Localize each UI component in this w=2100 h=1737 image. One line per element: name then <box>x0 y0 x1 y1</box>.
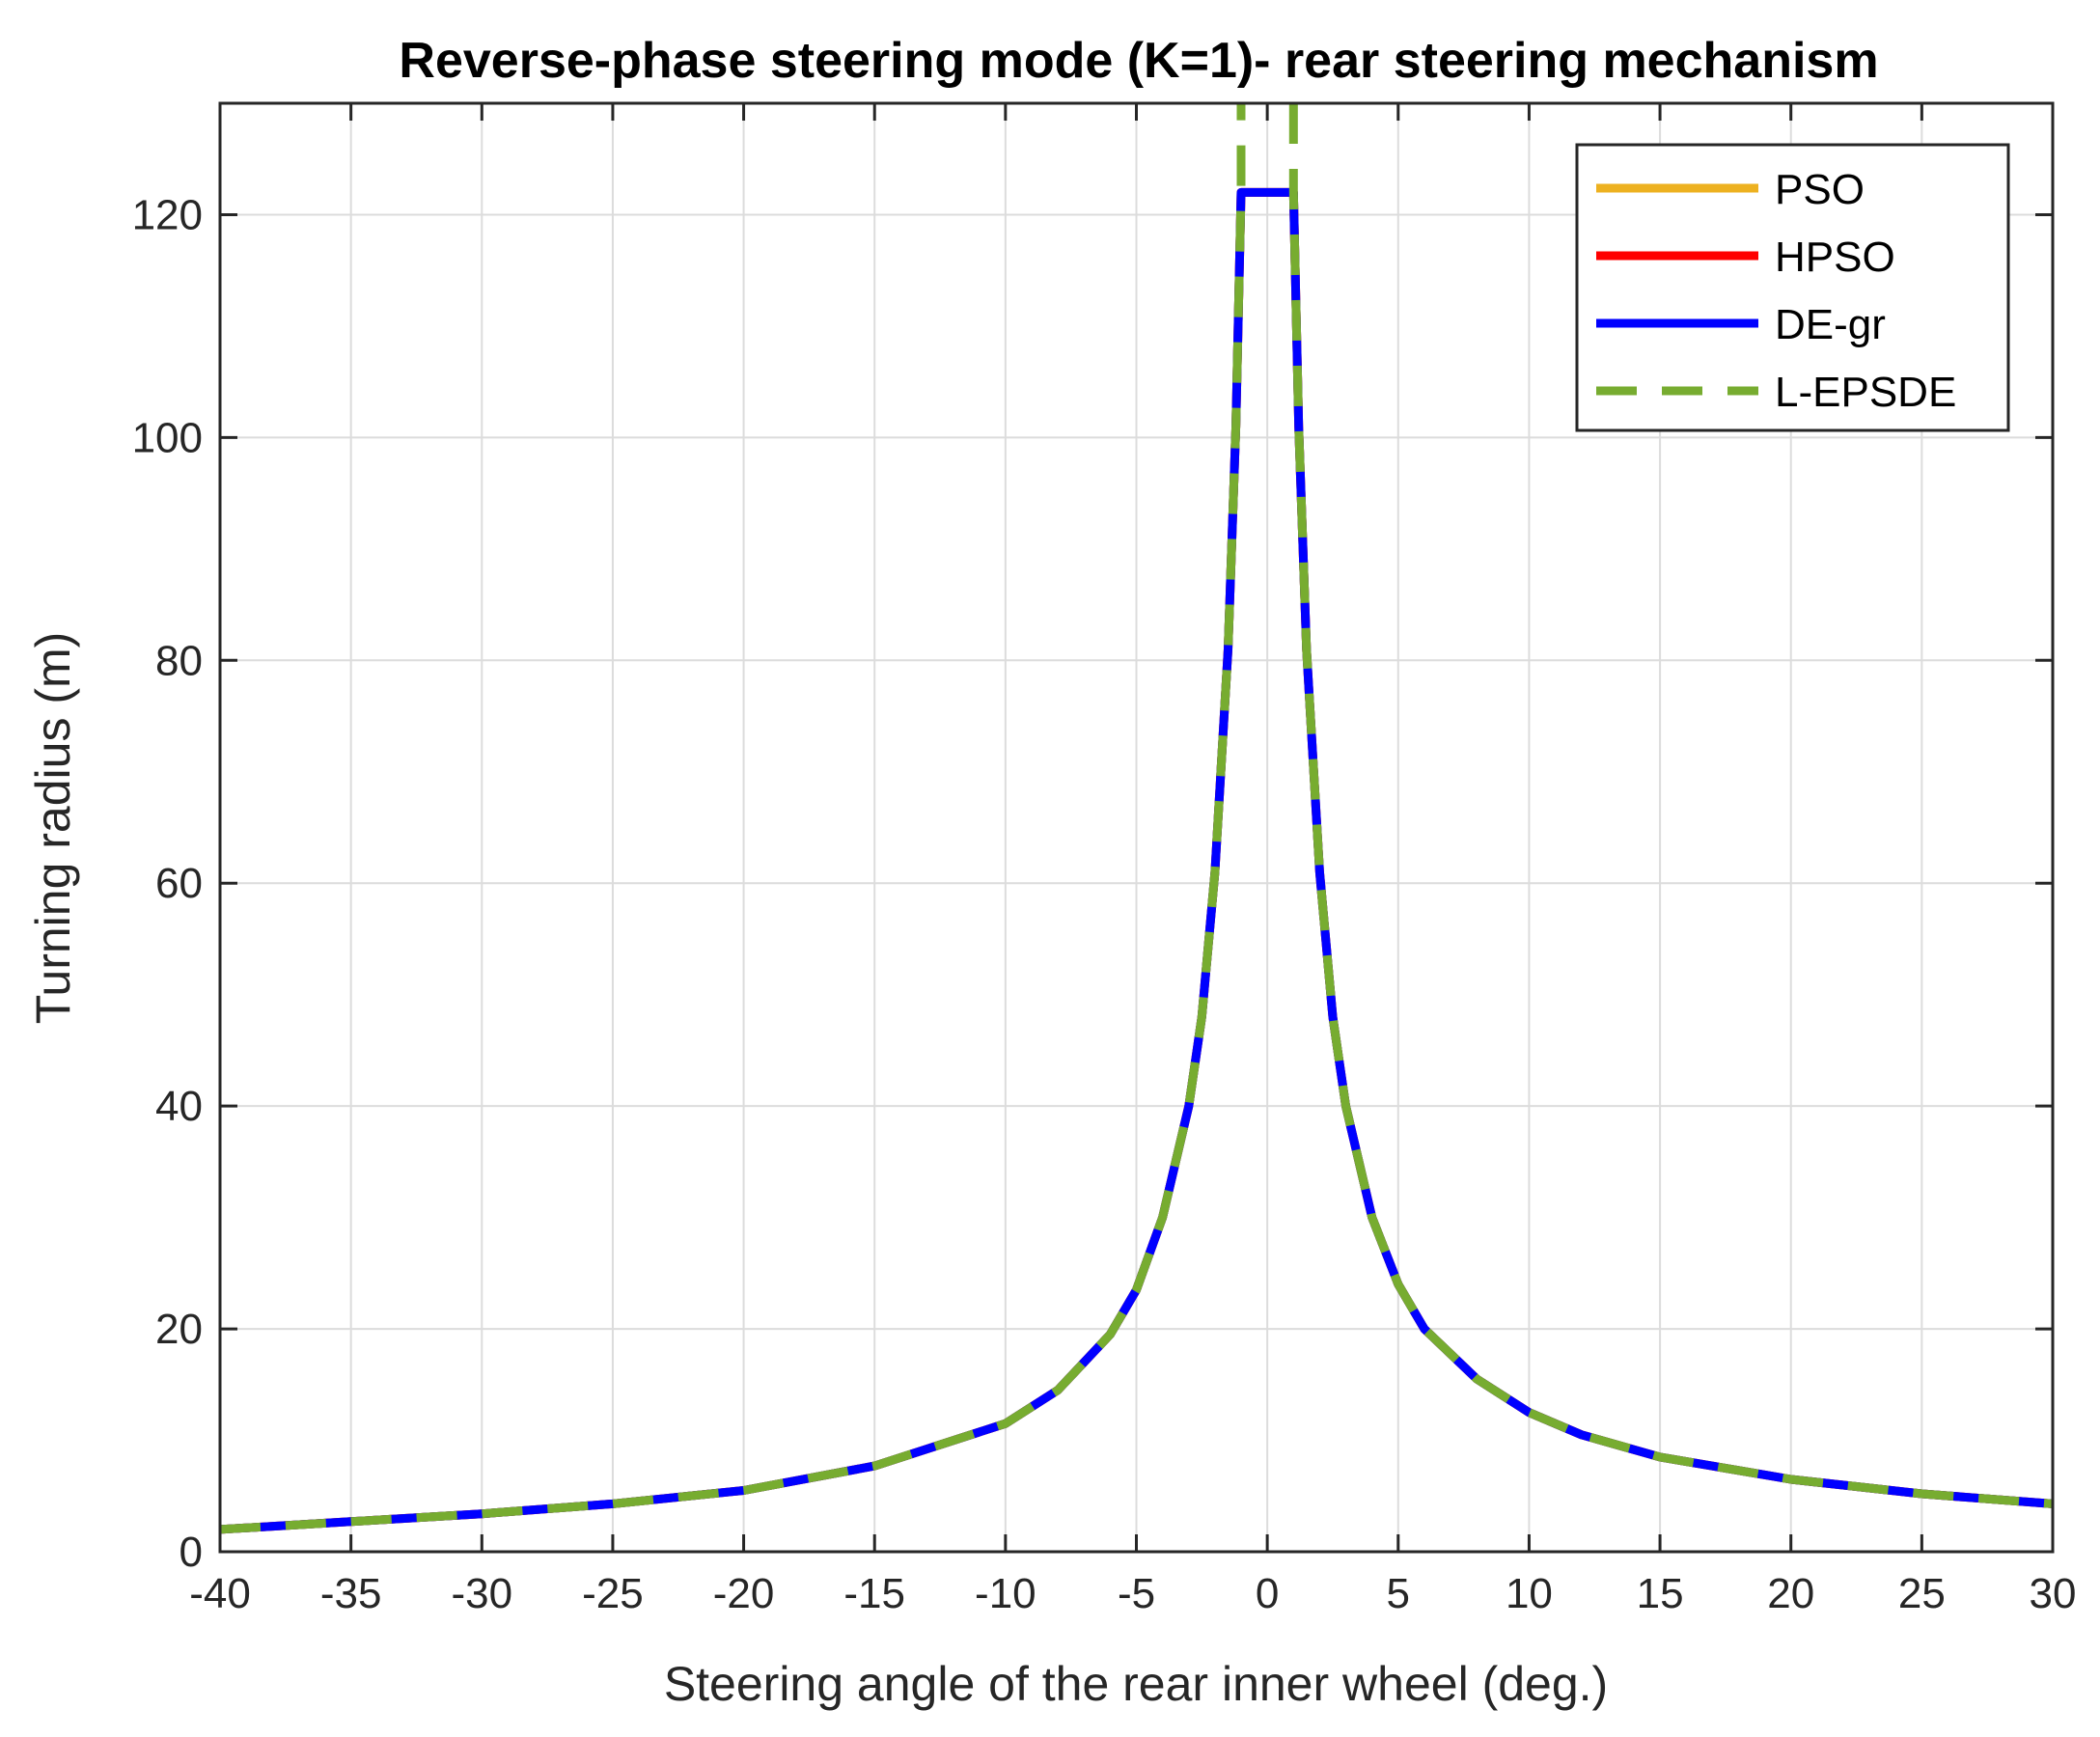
x-axis-label: Steering angle of the rear inner wheel (… <box>664 1657 1608 1711</box>
x-tick-label: -30 <box>451 1570 512 1617</box>
legend: PSO HPSO DE-gr L-EPSDE <box>1575 143 2010 432</box>
grid <box>220 103 2053 1552</box>
x-tick-label: -20 <box>713 1570 775 1617</box>
x-tick-label: -10 <box>975 1570 1036 1617</box>
x-tick-label: 5 <box>1387 1570 1410 1617</box>
series-layer <box>219 103 2054 1534</box>
y-axis-label: Turning radius (m) <box>26 632 80 1025</box>
x-tick-label: 15 <box>1637 1570 1684 1617</box>
x-tick-label: -25 <box>582 1570 644 1617</box>
x-tick-label: -35 <box>320 1570 382 1617</box>
y-tick-label: 40 <box>155 1083 203 1130</box>
x-tick-label: 25 <box>1898 1570 1946 1617</box>
x-tick-label: 20 <box>1767 1570 1814 1617</box>
chart-title: Reverse-phase steering mode (K=1)- rear … <box>399 33 1878 89</box>
x-tick-label: 0 <box>1256 1570 1279 1617</box>
legend-label-pso: PSO <box>1775 166 1865 213</box>
x-tick-label: -5 <box>1118 1570 1155 1617</box>
x-tick-label: -40 <box>189 1570 251 1617</box>
y-tick-label: 20 <box>155 1306 203 1353</box>
legend-label-l-epsde: L-EPSDE <box>1775 369 1956 416</box>
legend-label-de-gr: DE-gr <box>1775 301 1886 348</box>
x-tick-label: 30 <box>2030 1570 2077 1617</box>
y-tick-label: 100 <box>132 414 203 461</box>
series-line-l-epsde-right <box>1288 103 2054 1508</box>
ticks: -40 -35 -30 -25 -20 -15 -10 -5 0 5 10 15 20 25 30 0 20 40… <box>132 103 2077 1617</box>
y-tick-label: 60 <box>155 860 203 907</box>
series-line-l-epsde-left <box>219 103 1246 1534</box>
x-tick-label: -15 <box>843 1570 905 1617</box>
y-tick-label: 80 <box>155 637 203 684</box>
x-tick-label: 10 <box>1506 1570 1553 1617</box>
y-tick-label: 120 <box>132 191 203 238</box>
legend-label-hpso: HPSO <box>1775 234 1895 281</box>
series-line-de-gr <box>219 187 2054 1534</box>
y-tick-label: 0 <box>180 1529 203 1576</box>
